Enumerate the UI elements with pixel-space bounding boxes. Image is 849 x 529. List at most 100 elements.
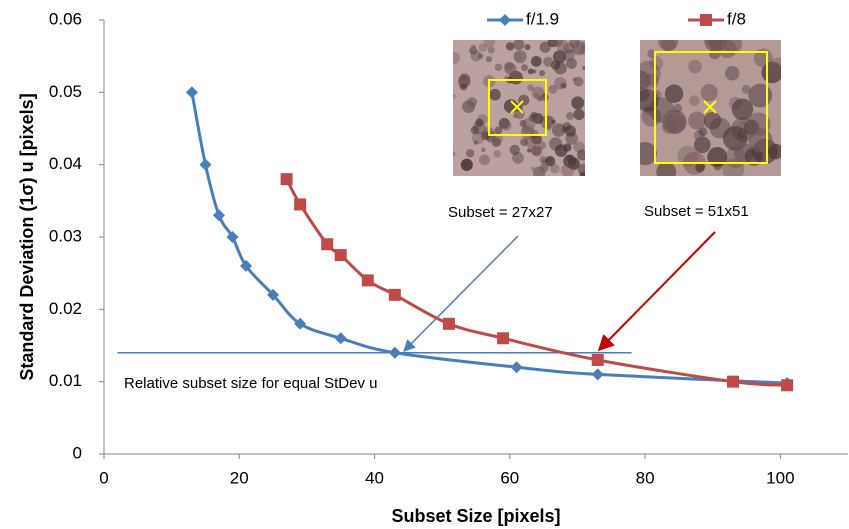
speckle <box>494 63 503 71</box>
speckle <box>560 82 567 89</box>
x-tick-label: 60 <box>500 468 519 487</box>
speckle <box>569 40 580 49</box>
speckle <box>647 49 656 58</box>
point <box>226 231 239 243</box>
point <box>497 332 510 345</box>
point <box>280 173 293 186</box>
speckle <box>512 151 524 164</box>
speckle <box>514 52 523 61</box>
speckle <box>641 106 662 127</box>
speckle <box>718 40 737 59</box>
speckle <box>539 70 546 77</box>
point <box>212 209 225 222</box>
speckle <box>521 125 531 135</box>
speckle <box>521 64 528 72</box>
speckle <box>695 162 705 173</box>
speckle <box>576 149 585 161</box>
speckle <box>564 125 577 137</box>
speckle <box>566 155 573 162</box>
speckle <box>571 96 585 110</box>
point <box>240 259 253 272</box>
y-tick-label: 0.05 <box>49 82 82 101</box>
speckle <box>462 100 476 114</box>
speckle <box>513 49 527 64</box>
point <box>781 379 794 392</box>
speckle <box>509 144 520 156</box>
speckle <box>688 59 702 74</box>
crosshair <box>510 100 524 114</box>
y-tick-label: 0.06 <box>49 9 82 28</box>
speckle <box>481 147 486 153</box>
speckle <box>561 53 567 58</box>
speckle <box>465 149 475 158</box>
speckle <box>698 127 708 136</box>
speckle <box>541 93 549 101</box>
speckle <box>468 48 474 54</box>
speckle <box>709 48 721 60</box>
point <box>388 346 401 359</box>
x-tick-label: 20 <box>230 468 249 487</box>
speckle <box>658 40 679 51</box>
speckle <box>545 156 556 167</box>
speckle <box>543 56 554 67</box>
speckle <box>460 159 473 172</box>
speckle <box>640 70 651 90</box>
legend-label: f/1.9 <box>526 9 559 28</box>
speckle <box>563 42 575 54</box>
point <box>334 332 347 345</box>
speckle <box>485 56 493 63</box>
point <box>334 249 347 262</box>
x-tick-label: 0 <box>99 468 108 487</box>
point <box>442 317 455 330</box>
speckle <box>572 40 585 55</box>
speckle <box>722 158 745 176</box>
speckle <box>483 40 496 48</box>
x-tick-label: 100 <box>766 468 794 487</box>
point <box>591 353 604 366</box>
speckle <box>533 114 540 121</box>
x-tick-label: 40 <box>365 468 384 487</box>
speckle <box>703 111 722 130</box>
speckle <box>768 143 781 160</box>
speckle <box>693 136 711 154</box>
speckle <box>539 155 547 164</box>
arrow <box>597 231 716 352</box>
speckle <box>458 73 471 85</box>
speckle <box>725 65 740 81</box>
subset-box <box>488 79 547 136</box>
annotation: Subset = 51x51 <box>644 203 749 220</box>
point <box>510 361 523 374</box>
speckle <box>544 115 556 127</box>
speckle <box>753 48 773 68</box>
annotation: Subset = 27x27 <box>448 204 553 221</box>
speckle <box>648 56 664 71</box>
point <box>361 274 374 287</box>
legend-marker <box>499 14 511 26</box>
speckle <box>525 136 538 149</box>
speckle <box>539 41 551 53</box>
y-tick-label: 0.01 <box>49 371 82 390</box>
y-tick-label: 0.02 <box>49 299 82 318</box>
speckle <box>530 55 542 67</box>
speckle <box>470 44 477 50</box>
speckle <box>748 128 773 153</box>
speckle <box>579 171 585 176</box>
speckle <box>566 58 577 69</box>
speckle <box>453 51 460 65</box>
speckle <box>501 120 512 131</box>
speckle <box>471 131 485 145</box>
speckle <box>736 120 753 137</box>
speckle <box>504 62 517 75</box>
speckle <box>550 60 561 70</box>
crosshair <box>703 100 717 114</box>
speckle <box>551 119 556 124</box>
speckle <box>527 84 534 91</box>
speckle <box>453 151 456 156</box>
speckle <box>579 45 585 55</box>
speckle <box>528 114 536 122</box>
speckle <box>573 76 584 87</box>
point <box>321 238 334 251</box>
speckle <box>582 65 585 71</box>
speckle <box>768 57 781 78</box>
